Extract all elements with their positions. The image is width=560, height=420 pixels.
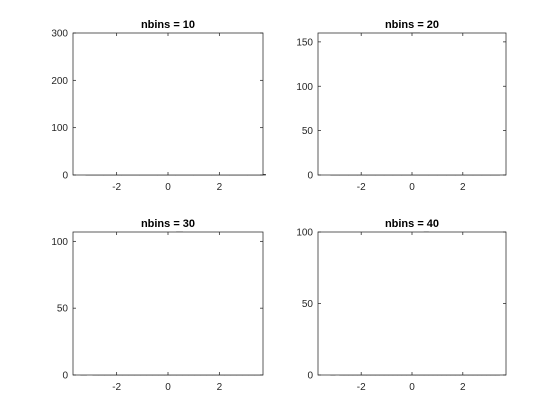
x-tick-label: 2 [217,382,223,393]
subplot-title: nbins = 40 [385,218,439,230]
x-tick-label: 2 [460,182,466,193]
y-tick-label: 100 [51,237,68,248]
x-tick-label: -2 [357,182,366,193]
y-tick-label: 300 [51,29,68,40]
x-tick-label: 2 [460,382,466,393]
y-tick-label: 100 [296,228,313,239]
x-tick-label: 0 [165,382,171,393]
subplot-2: -2 0 2 0 50 100 150 nbins = 20 [296,19,507,193]
axes-frame [72,231,264,376]
axes-frame [317,231,507,376]
x-tick-label: 0 [409,182,415,193]
y-tick-label: 0 [307,171,313,182]
x-tick-label: -2 [112,182,121,193]
y-tick-label: 50 [302,299,314,310]
x-tick-label: -2 [112,382,121,393]
x-tick-label: 0 [409,382,415,393]
subplot-title: nbins = 10 [141,19,195,31]
subplot-title: nbins = 30 [141,218,195,230]
x-tick-label: 2 [217,182,223,193]
y-tick-label: 150 [296,37,313,48]
y-tick-label: 50 [57,304,69,315]
y-tick-label: 200 [51,76,68,87]
y-tick-label: 50 [302,126,314,137]
y-tick-label: 100 [51,123,68,134]
y-tick-label: 100 [296,82,313,93]
y-tick-label: 0 [62,371,68,382]
subplot-3: -2 0 2 0 50 100 nbins = 30 [51,218,264,393]
subplot-title: nbins = 20 [385,19,439,31]
axes-frame [317,32,507,176]
subplot-4: -2 0 2 0 50 100 nbins = 40 [296,218,507,393]
y-tick-label: 0 [62,171,68,182]
x-tick-label: 0 [165,182,171,193]
y-tick-label: 0 [307,371,313,382]
x-tick-label: -2 [357,382,366,393]
axes-frame [72,32,264,176]
subplot-1: -2 0 2 0 100 200 300 nbins = 10 [51,19,266,193]
